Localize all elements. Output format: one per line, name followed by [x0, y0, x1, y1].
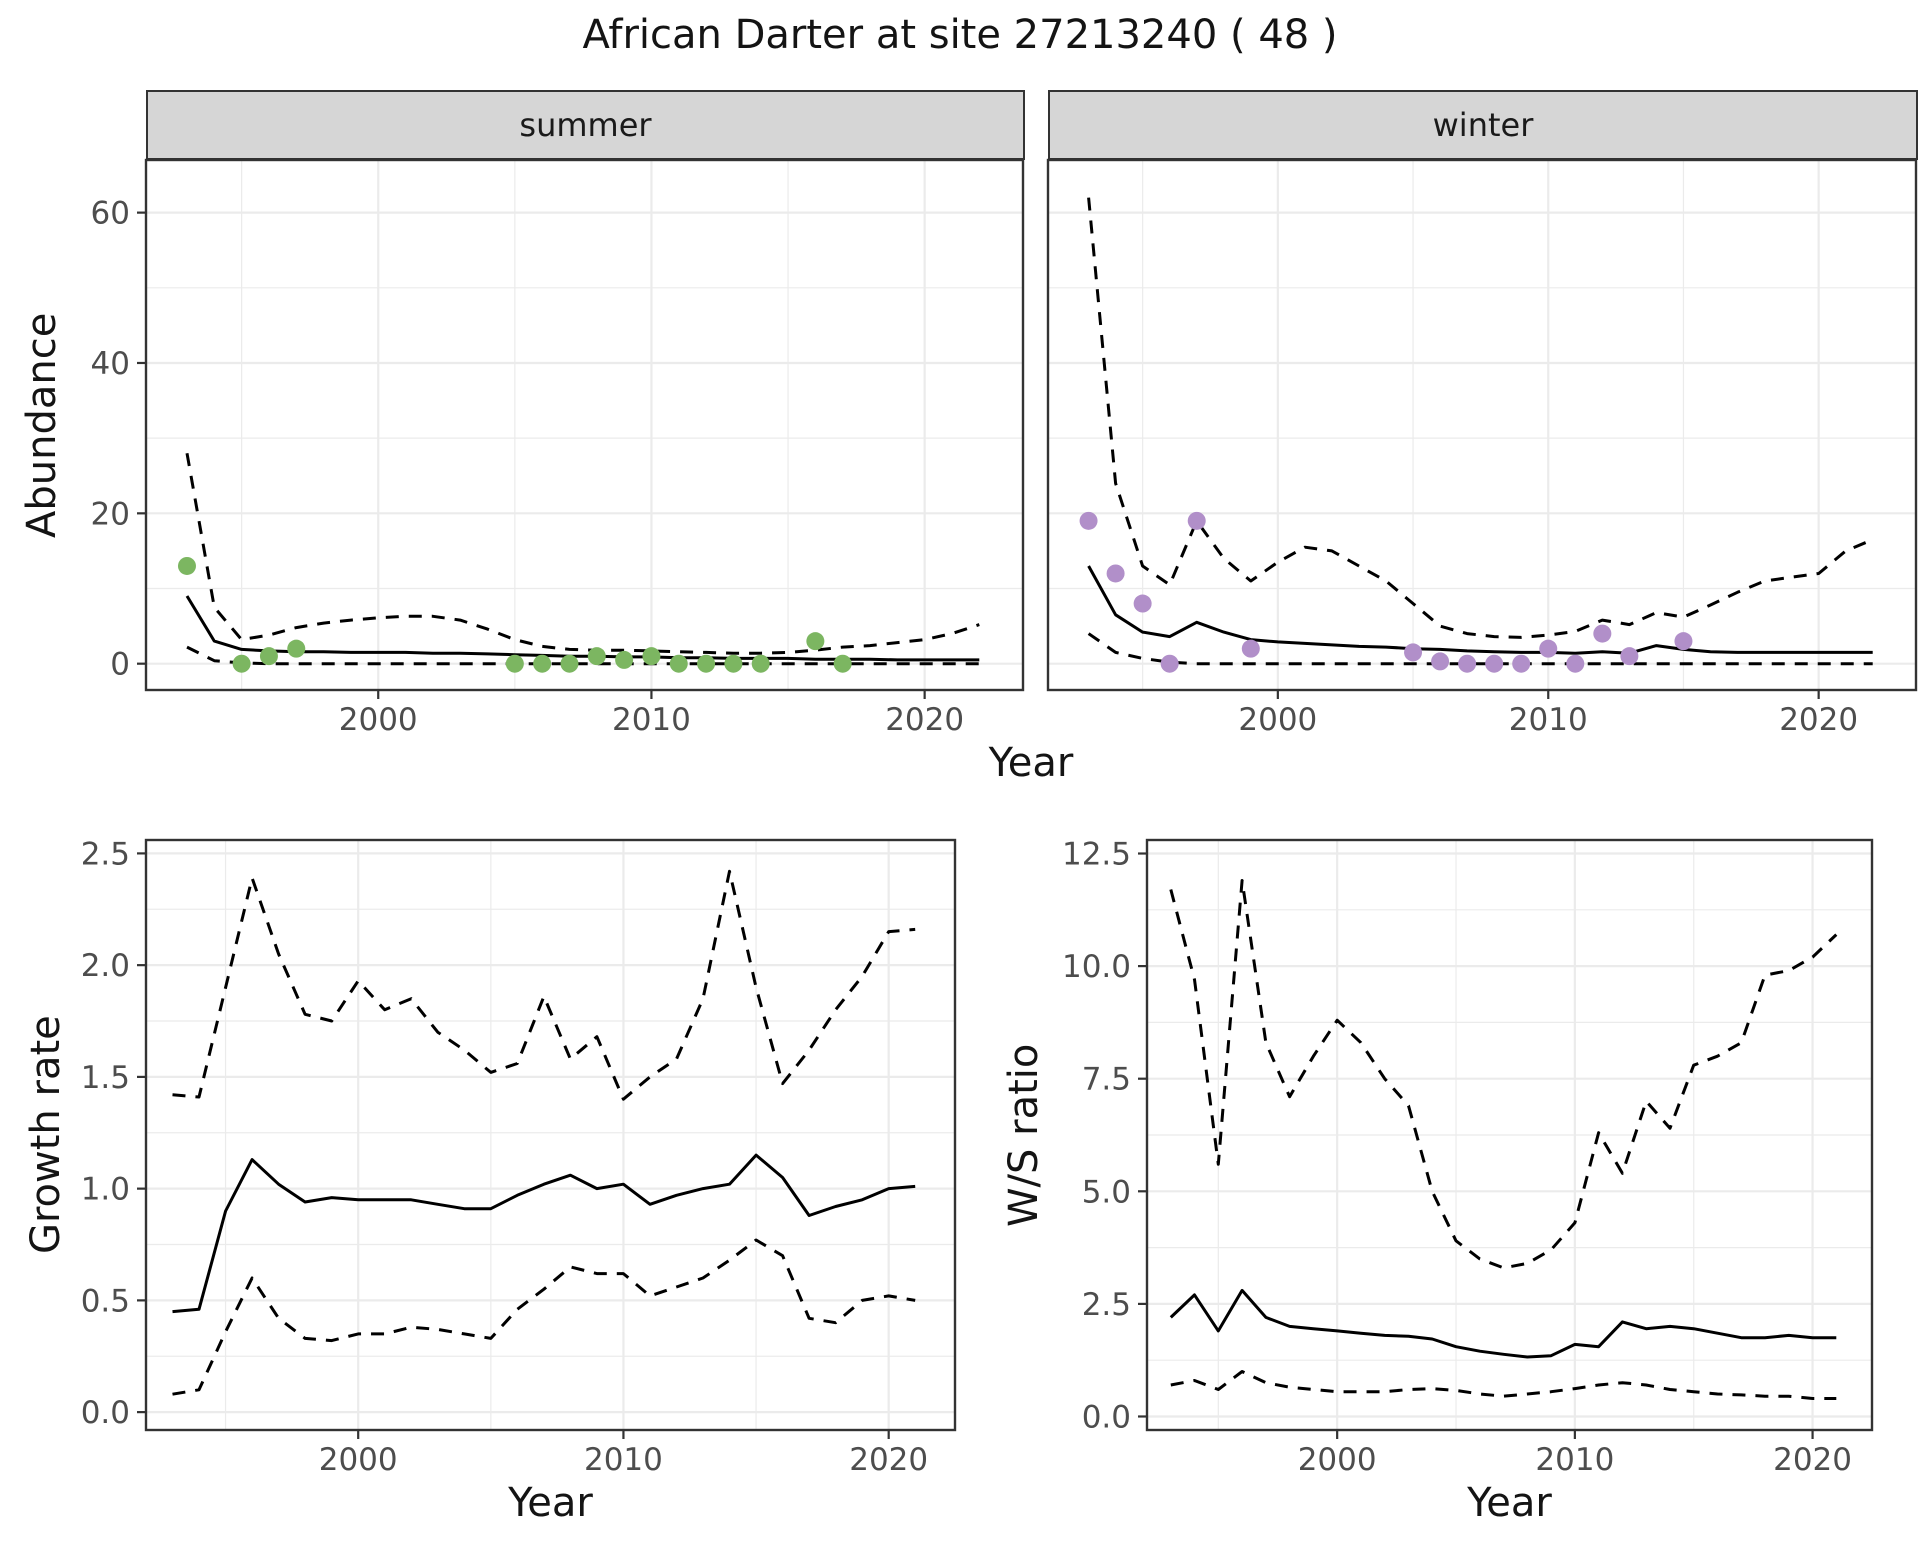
- abundance-summer-chart: 2000 2010 2020 0 20 40 60: [91, 158, 1025, 738]
- abundance-winter-chart: 2000 2010 2020: [1046, 158, 1918, 738]
- svg-text:0.0: 0.0: [1082, 1399, 1131, 1435]
- svg-text:20: 20: [91, 496, 130, 532]
- top-x-axis-label: Year: [988, 740, 1074, 786]
- facet-strip-winter-label: winter: [1432, 106, 1534, 144]
- svg-text:2000: 2000: [1298, 1442, 1377, 1478]
- svg-text:2000: 2000: [1238, 702, 1317, 738]
- growth-rate-chart: 2000 2010 2020 0.0 0.5 1.0 1.5 2.0 2.5: [81, 836, 957, 1478]
- svg-text:5.0: 5.0: [1082, 1174, 1131, 1210]
- facet-strip-winter: winter: [1048, 90, 1918, 160]
- svg-text:2.0: 2.0: [81, 948, 130, 984]
- svg-text:2020: 2020: [885, 702, 964, 738]
- svg-text:2020: 2020: [849, 1442, 928, 1478]
- ws-ratio-axis-label: W/S ratio: [1001, 1043, 1047, 1227]
- svg-text:2020: 2020: [1779, 702, 1858, 738]
- abundance-axis-label: Abundance: [19, 312, 65, 538]
- svg-text:2010: 2010: [1509, 702, 1588, 738]
- svg-text:2000: 2000: [339, 702, 418, 738]
- svg-text:60: 60: [91, 196, 130, 232]
- ws-ratio-x-axis-label: Year: [1467, 1480, 1552, 1526]
- svg-text:10.0: 10.0: [1062, 949, 1131, 985]
- svg-text:2010: 2010: [1535, 1442, 1614, 1478]
- svg-text:7.5: 7.5: [1082, 1062, 1131, 1098]
- svg-text:0.5: 0.5: [81, 1283, 130, 1319]
- svg-text:2010: 2010: [612, 702, 691, 738]
- svg-text:1.5: 1.5: [81, 1060, 130, 1096]
- facet-strip-summer-label: summer: [519, 106, 652, 144]
- growth-rate-x-axis-label: Year: [508, 1480, 593, 1526]
- svg-text:2.5: 2.5: [1082, 1287, 1131, 1323]
- growth-rate-axis-label: Growth rate: [23, 1015, 69, 1255]
- facet-strip-summer: summer: [146, 90, 1025, 160]
- svg-text:0: 0: [110, 647, 130, 683]
- figure-title: African Darter at site 27213240 ( 48 ): [582, 12, 1338, 58]
- ws-ratio-chart: 2000 2010 2020 0.0 2.5 5.0 7.5 10.0 12.5: [1062, 837, 1874, 1478]
- svg-text:1.0: 1.0: [81, 1172, 130, 1208]
- svg-text:40: 40: [91, 346, 130, 382]
- svg-text:2010: 2010: [584, 1442, 663, 1478]
- svg-text:2020: 2020: [1773, 1442, 1852, 1478]
- svg-text:0.0: 0.0: [81, 1395, 130, 1431]
- svg-text:2.5: 2.5: [81, 836, 130, 872]
- svg-text:2000: 2000: [319, 1442, 398, 1478]
- svg-text:12.5: 12.5: [1062, 837, 1131, 873]
